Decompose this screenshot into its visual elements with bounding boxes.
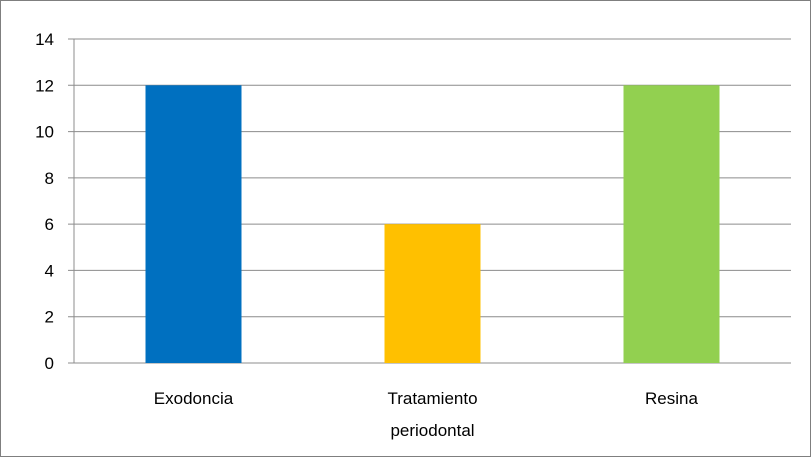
y-axis-tick-labels: 0 2 4 6 8 10 12 14 [35, 30, 54, 373]
y-tick-label: 2 [45, 308, 54, 327]
x-category-label: periodontal [390, 421, 474, 440]
bar-resina [623, 85, 720, 364]
y-tick-label: 12 [35, 76, 54, 95]
y-tick-label: 10 [35, 123, 54, 142]
y-tick-label: 14 [35, 30, 54, 49]
x-category-label: Resina [645, 389, 698, 408]
x-category-label: Exodoncia [154, 389, 234, 408]
x-axis-category-labels: Exodoncia Tratamiento periodontal Resina [154, 389, 699, 440]
y-tick-label: 6 [45, 215, 54, 234]
bar-tratamiento-periodontal [384, 224, 481, 363]
y-tick-label: 0 [45, 354, 54, 373]
bar-exodoncia [145, 85, 242, 364]
y-tick-label: 8 [45, 169, 54, 188]
bars [145, 85, 720, 364]
x-category-label: Tratamiento [387, 389, 477, 408]
y-tick-label: 4 [45, 261, 54, 280]
